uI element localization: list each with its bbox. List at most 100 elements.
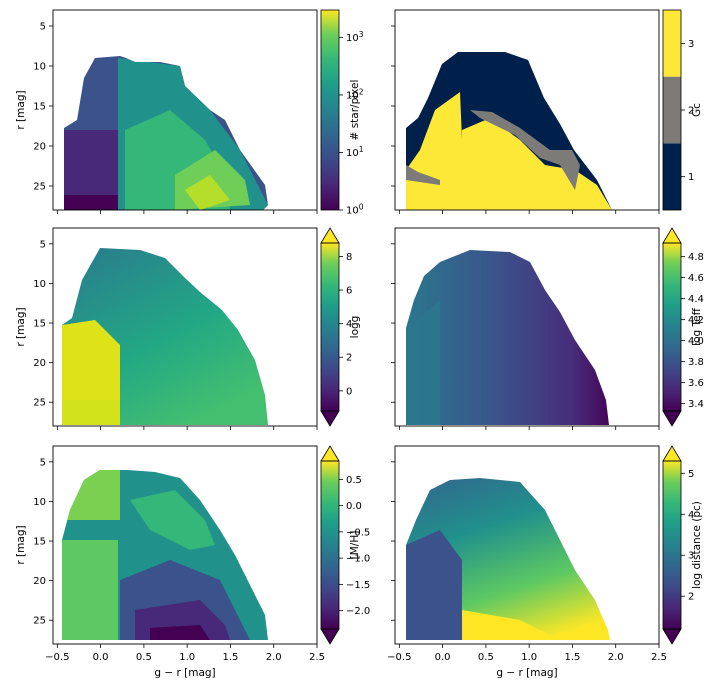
x-tick-label: −0.5 — [45, 652, 69, 663]
y-axis-label: r [mag] — [15, 525, 27, 564]
colorbar-tick-label: 4 — [688, 510, 694, 521]
colorbar-gradient — [321, 243, 339, 411]
colorbar-extend-min — [320, 410, 340, 427]
colorbar-tick-label: 8 — [346, 252, 352, 263]
colorbar-label: # star/pixel — [349, 80, 361, 141]
colorbar-tick-label: 6 — [346, 286, 352, 297]
colorbar-segment — [663, 10, 681, 77]
colorbar-tick-label: 3 — [688, 551, 694, 562]
y-tick-label: 10 — [33, 497, 46, 508]
y-tick-label: 10 — [33, 279, 46, 290]
axes-frame — [394, 9, 660, 211]
colorbar-extend-min — [320, 628, 340, 645]
colorbar-tick-label: −1.0 — [346, 554, 370, 565]
colorbar-tick-label: 0.5 — [346, 475, 362, 486]
colorbar-tick-label: 2 — [688, 106, 694, 117]
colorbar-tick-label: 1 — [688, 172, 694, 183]
colorbar-label: logg — [349, 316, 361, 339]
x-tick-label: 0.5 — [136, 652, 152, 663]
y-axis-label: r [mag] — [15, 307, 27, 346]
colorbar-counts: 100 101 102 103 # star/pixel — [320, 9, 364, 217]
colorbar-tick-label: 4.4 — [688, 294, 704, 305]
colorbar-tick-label: 4 — [346, 319, 352, 330]
colorbar-dist: 2 3 4 5 log distance (pc) — [662, 445, 703, 645]
x-tick-label: 1.0 — [179, 652, 195, 663]
axes-frame — [52, 227, 318, 427]
y-tick-label: 20 — [33, 142, 46, 153]
colorbar-label: log Teff — [691, 307, 703, 345]
colorbar-tick-label: 3.6 — [688, 378, 704, 389]
y-tick-label: 25 — [33, 398, 46, 409]
x-tick-label: 0.0 — [435, 652, 451, 663]
colorbar-tick-label: −0.5 — [346, 527, 370, 538]
colorbar-tick-label: 3.8 — [688, 357, 704, 368]
x-tick-label: 2.0 — [608, 652, 624, 663]
colorbar-label: log distance (pc) — [691, 501, 703, 589]
colorbar-label: [M/H] — [349, 531, 361, 560]
colorbar-tick-label: 103 — [346, 30, 364, 44]
x-tick-label: 2.0 — [266, 652, 282, 663]
y-tick-label: 15 — [33, 537, 46, 548]
x-tick-label: 2.5 — [651, 652, 667, 663]
colorbar-tick-label: −1.5 — [346, 580, 370, 591]
y-tick-label: 5 — [40, 239, 46, 250]
x-tick-label: 1.5 — [222, 652, 238, 663]
colorbar-tick-label: 4.6 — [688, 273, 704, 284]
panel-dist-image — [406, 478, 610, 640]
y-tick-label: 5 — [40, 22, 46, 33]
axes-frame — [394, 445, 660, 645]
colorbar-extend-max — [320, 227, 340, 244]
colorbar-tick-label: 4.2 — [688, 315, 704, 326]
colorbar-gradient — [663, 243, 681, 411]
colorbar-tick-label: 2 — [688, 592, 694, 603]
panel-gc-image — [406, 52, 612, 210]
colorbar-extend-min — [662, 628, 682, 645]
colorbar-mh: 0.5 0.0 −0.5 −1.0 −1.5 −2.0 [M/H] — [320, 445, 370, 645]
x-tick-label: 1.5 — [564, 652, 580, 663]
y-tick-label: 25 — [33, 182, 46, 193]
axes-frame — [394, 227, 660, 427]
x-tick-label: 0.5 — [478, 652, 494, 663]
panel-counts-image — [64, 56, 268, 210]
colorbar-extend-min — [662, 410, 682, 427]
colorbar-tick-label: −2.0 — [346, 606, 370, 617]
colorbar-tick-label: 0 — [346, 386, 352, 397]
colorbar-tick-label: 100 — [346, 203, 364, 217]
y-tick-label: 15 — [33, 102, 46, 113]
colorbar-gradient — [321, 461, 339, 629]
panel-logg-image — [62, 248, 268, 425]
colorbar-tick-label: 101 — [346, 145, 364, 159]
colorbar-teff: 3.4 3.6 3.8 4.0 4.2 4.4 4.6 4.8 log Teff — [662, 227, 704, 427]
y-axis-label: r [mag] — [15, 90, 27, 129]
colorbar-extend-max — [320, 445, 340, 462]
colorbar-tick-label: 3 — [688, 39, 694, 50]
y-tick-label: 20 — [33, 576, 46, 587]
colorbar-extend-max — [662, 445, 682, 462]
colorbar-segment — [663, 76, 681, 144]
y-tick-label: 10 — [33, 62, 46, 73]
axes-frame — [52, 445, 318, 645]
x-axis-label: g − r [mag] — [496, 667, 557, 679]
colorbar-tick-label: 4.0 — [688, 336, 704, 347]
colorbar-gradient — [663, 461, 681, 629]
x-tick-label: −0.5 — [387, 652, 411, 663]
colorbar-tick-label: 2 — [346, 353, 352, 364]
y-tick-label: 15 — [33, 319, 46, 330]
colorbar-segment — [663, 143, 681, 210]
panel-teff-image — [406, 250, 609, 425]
axes-frame — [52, 9, 318, 211]
colorbar-gradient — [321, 10, 339, 210]
colorbar-gc: 1 2 3 Gc — [662, 9, 703, 211]
colorbar-tick-label: 0.0 — [346, 501, 362, 512]
colorbar-label: Gc — [691, 103, 703, 117]
x-tick-label: 1.0 — [521, 652, 537, 663]
colorbar-logg: 0 2 4 6 8 logg — [320, 227, 361, 427]
panel-mh-image — [62, 470, 268, 640]
y-tick-label: 5 — [40, 457, 46, 468]
colorbar-extend-max — [662, 227, 682, 244]
x-tick-label: 2.5 — [309, 652, 325, 663]
y-tick-label: 20 — [33, 358, 46, 369]
colorbar-tick-label: 5 — [688, 469, 694, 480]
x-axis-label: g − r [mag] — [154, 667, 215, 679]
